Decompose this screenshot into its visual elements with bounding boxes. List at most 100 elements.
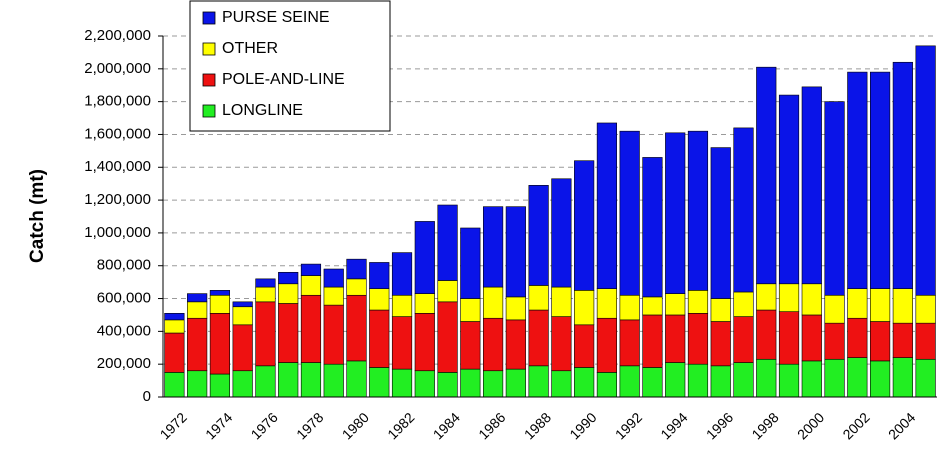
x-tick-label: 1990 xyxy=(566,409,599,442)
bar-segment xyxy=(733,316,754,363)
legend-label: OTHER xyxy=(222,40,278,57)
x-tick-label: 1980 xyxy=(339,409,372,442)
bar-segment xyxy=(300,294,322,363)
bar-segment xyxy=(892,322,913,358)
bar-segment xyxy=(665,293,686,316)
bar-segment xyxy=(323,268,344,288)
y-tick-label: 1,800,000 xyxy=(84,93,151,110)
bar-segment xyxy=(232,306,253,326)
bar-segment xyxy=(596,122,618,289)
bar-segment xyxy=(574,324,595,368)
x-tick-label: 1998 xyxy=(748,409,781,442)
bar-segment xyxy=(528,365,549,398)
y-tick-label: 600,000 xyxy=(97,290,151,307)
bar-segment xyxy=(642,367,663,398)
y-tick-label: 2,000,000 xyxy=(84,60,151,77)
bar-segment xyxy=(528,285,549,311)
bar-segment xyxy=(300,362,322,398)
bar-segment xyxy=(346,278,367,296)
bar-segment xyxy=(847,317,868,358)
bar-segment xyxy=(232,301,253,308)
bar-segment xyxy=(687,130,709,291)
bar-segment xyxy=(232,324,253,372)
bar-segment xyxy=(209,313,231,375)
bar-segment xyxy=(824,358,845,398)
bar-segment xyxy=(710,365,731,398)
bar-segment xyxy=(892,357,913,398)
bar-segment xyxy=(596,372,618,398)
bar-segment xyxy=(369,367,390,398)
bar-segment xyxy=(300,275,322,296)
y-tick-label: 1,000,000 xyxy=(84,224,151,241)
bar-segment xyxy=(551,316,572,372)
bar-segment xyxy=(187,370,208,398)
bar-segment xyxy=(642,157,663,298)
bar-segment xyxy=(596,288,618,319)
bar-segment xyxy=(505,319,526,370)
x-tick-label: 2004 xyxy=(885,409,918,442)
bar-segment xyxy=(824,294,845,324)
bar-segment xyxy=(915,322,936,360)
bar-segment xyxy=(164,313,185,321)
bar-segment xyxy=(391,316,413,370)
bar-segment xyxy=(619,294,640,321)
bar-segment xyxy=(778,94,800,285)
bar-segment xyxy=(437,301,458,373)
bar-segment xyxy=(619,319,640,367)
bar-segment xyxy=(482,286,504,319)
bar-segment xyxy=(505,206,526,298)
bar-segment xyxy=(209,290,231,296)
bar-segment xyxy=(801,314,822,362)
bar-segment xyxy=(915,358,936,398)
bar-segment xyxy=(710,321,731,367)
bar-segment xyxy=(915,294,936,324)
bar-segment xyxy=(756,66,777,285)
bar-segment xyxy=(642,314,663,368)
bar-segment xyxy=(892,288,913,324)
bar-segment xyxy=(665,314,686,363)
bar-segment xyxy=(574,160,595,291)
x-tick-label: 1984 xyxy=(430,409,463,442)
bar-segment xyxy=(414,293,435,314)
legend-box xyxy=(189,0,391,132)
bar-segment xyxy=(323,363,344,398)
bar-segment xyxy=(460,368,481,398)
bar-segment xyxy=(346,258,367,280)
legend-swatch xyxy=(202,42,216,56)
bar-segment xyxy=(164,332,185,373)
x-tick-label: 1974 xyxy=(202,409,235,442)
legend-label: POLE-AND-LINE xyxy=(222,71,345,88)
x-tick-label: 1994 xyxy=(657,409,690,442)
bar-segment xyxy=(278,362,299,398)
x-tick-label: 2002 xyxy=(839,409,872,442)
bar-segment xyxy=(778,363,800,398)
bar-segment xyxy=(733,127,754,293)
legend-label: PURSE SEINE xyxy=(222,9,330,26)
bar-segment xyxy=(505,368,526,398)
bar-segment xyxy=(687,313,709,365)
bar-segment xyxy=(209,294,231,314)
x-tick-label: 1976 xyxy=(248,409,281,442)
bar-segment xyxy=(642,296,663,316)
bar-segment xyxy=(847,71,868,290)
y-tick-label: 2,200,000 xyxy=(84,27,151,44)
x-tick-label: 1978 xyxy=(293,409,326,442)
bar-segment xyxy=(733,291,754,317)
bar-segment xyxy=(232,370,253,398)
y-tick-label: 0 xyxy=(143,388,151,405)
x-tick-label: 1992 xyxy=(612,409,645,442)
bar-segment xyxy=(551,178,572,288)
legend-swatch xyxy=(202,11,216,25)
y-tick-label: 800,000 xyxy=(97,257,151,274)
legend: PURSE SEINE OTHER POLE-AND-LINE LONGLINE xyxy=(189,0,391,132)
legend-swatch xyxy=(202,73,216,87)
bar-segment xyxy=(460,321,481,370)
bar-segment xyxy=(437,372,458,398)
bar-segment xyxy=(505,296,526,321)
bar-segment xyxy=(460,298,481,322)
bar-segment xyxy=(801,283,822,316)
bar-segment xyxy=(847,357,868,398)
bar-segment xyxy=(801,360,822,398)
bar-segment xyxy=(551,370,572,398)
